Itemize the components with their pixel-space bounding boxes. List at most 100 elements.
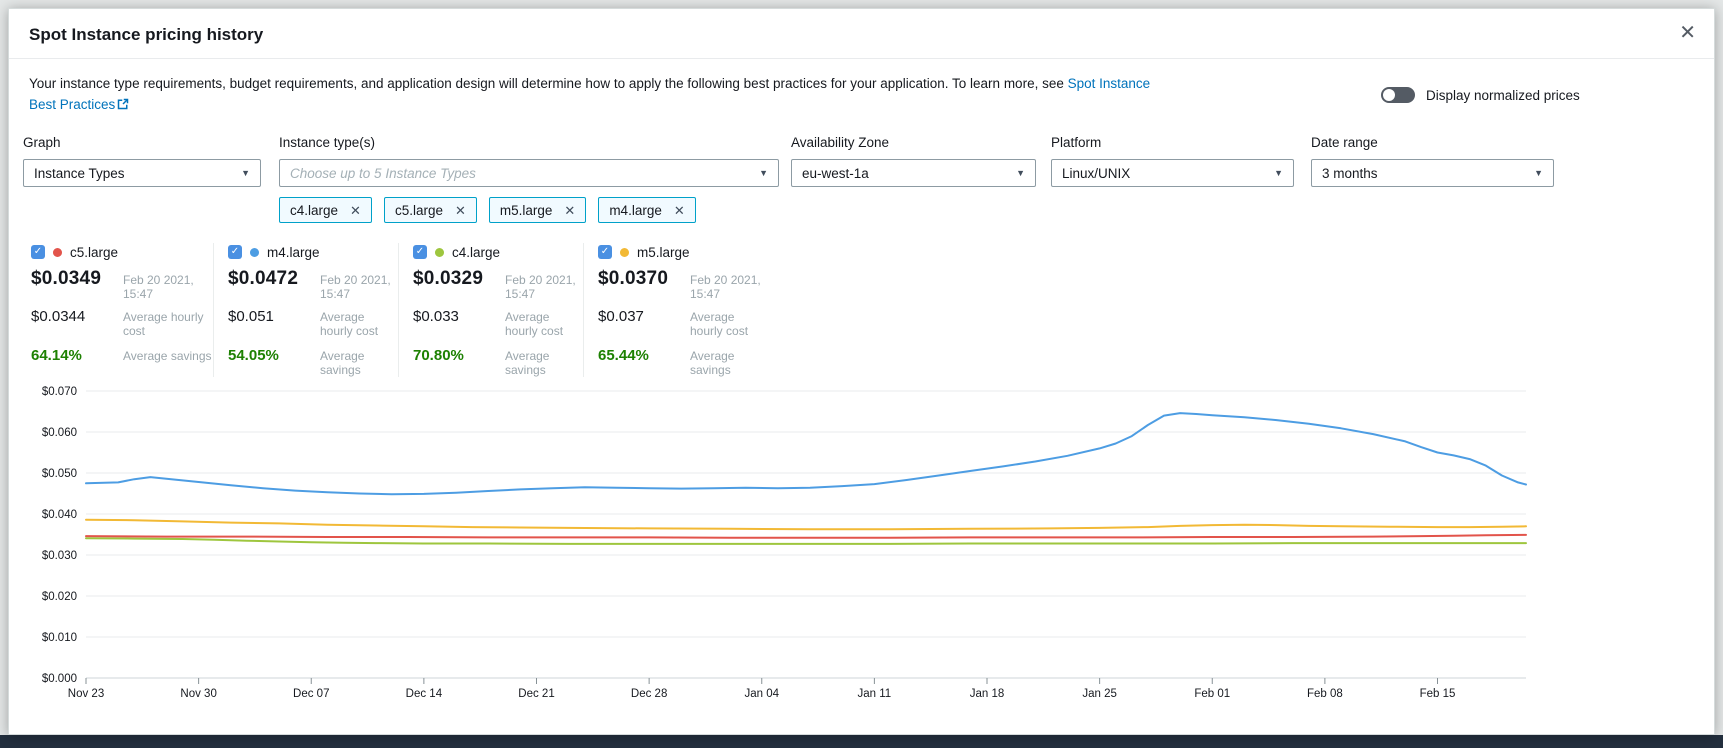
check-icon: ✓ xyxy=(601,246,609,257)
graph-select[interactable]: Instance Types ▼ xyxy=(23,159,261,187)
instance-types-placeholder: Choose up to 5 Instance Types xyxy=(290,166,476,181)
svg-text:Dec 21: Dec 21 xyxy=(518,688,554,700)
chevron-down-icon: ▼ xyxy=(241,168,250,178)
series-color-dot xyxy=(435,248,444,257)
normalize-prices-toggle[interactable] xyxy=(1381,87,1415,103)
svg-text:Dec 07: Dec 07 xyxy=(293,688,329,700)
instance-type-tag: m4.large ✕ xyxy=(598,197,695,223)
current-price: $0.0329 xyxy=(413,268,505,290)
instance-types-select[interactable]: Choose up to 5 Instance Types ▼ xyxy=(279,159,779,187)
average-price-label: Average hourly cost xyxy=(505,310,583,338)
current-price: $0.0472 xyxy=(228,268,320,290)
remove-tag-icon[interactable]: ✕ xyxy=(674,204,685,217)
close-button[interactable]: ✕ xyxy=(1679,23,1696,43)
remove-tag-icon[interactable]: ✕ xyxy=(350,204,361,217)
svg-text:Feb 15: Feb 15 xyxy=(1420,688,1456,700)
date-range-select[interactable]: 3 months ▼ xyxy=(1311,159,1554,187)
normalize-toggle-label: Display normalized prices xyxy=(1426,88,1580,103)
series-name: c4.large xyxy=(452,245,500,260)
average-price: $0.033 xyxy=(413,308,505,325)
price-timestamp: Feb 20 2021, 15:47 xyxy=(320,273,398,301)
intro-text: Your instance type requirements, budget … xyxy=(29,73,1169,116)
filter-group-date-range: Date range 3 months ▼ xyxy=(1311,135,1554,187)
filter-group-instance-types: Instance type(s) Choose up to 5 Instance… xyxy=(279,135,779,187)
svg-text:$0.060: $0.060 xyxy=(42,427,77,439)
svg-text:$0.030: $0.030 xyxy=(42,550,77,562)
svg-text:Dec 28: Dec 28 xyxy=(631,688,667,700)
svg-text:Nov 30: Nov 30 xyxy=(180,688,216,700)
filter-group-graph: Graph Instance Types ▼ xyxy=(23,135,261,187)
remove-tag-icon[interactable]: ✕ xyxy=(564,204,575,217)
filter-group-platform: Platform Linux/UNIX ▼ xyxy=(1051,135,1294,187)
close-icon: ✕ xyxy=(1679,22,1696,44)
platform-value: Linux/UNIX xyxy=(1062,166,1130,181)
svg-text:$0.070: $0.070 xyxy=(42,386,77,398)
svg-text:Jan 04: Jan 04 xyxy=(744,688,779,700)
svg-text:Jan 18: Jan 18 xyxy=(970,688,1005,700)
availability-zone-value: eu-west-1a xyxy=(802,166,869,181)
svg-text:Feb 08: Feb 08 xyxy=(1307,688,1343,700)
tag-label: c5.large xyxy=(395,203,443,218)
average-price-label: Average hourly cost xyxy=(123,310,213,338)
graph-select-value: Instance Types xyxy=(34,166,125,181)
series-name: c5.large xyxy=(70,245,118,260)
date-range-label: Date range xyxy=(1311,135,1554,150)
check-icon: ✓ xyxy=(416,246,424,257)
platform-select[interactable]: Linux/UNIX ▼ xyxy=(1051,159,1294,187)
selected-instance-tags: c4.large ✕ c5.large ✕ m5.large ✕ m4.larg… xyxy=(279,197,696,223)
current-price: $0.0349 xyxy=(31,268,123,290)
remove-tag-icon[interactable]: ✕ xyxy=(455,204,466,217)
average-price: $0.051 xyxy=(228,308,320,325)
toggle-knob xyxy=(1383,89,1395,101)
series-checkbox[interactable]: ✓ xyxy=(598,245,612,259)
price-chart: $0.000 $0.010 $0.020 $0.030 $0.040 $0.050 $0.0… xyxy=(9,349,1716,717)
svg-text:$0.020: $0.020 xyxy=(42,591,77,603)
check-icon: ✓ xyxy=(231,246,239,257)
spot-pricing-modal: Spot Instance pricing history ✕ Your ins… xyxy=(8,8,1715,735)
date-range-value: 3 months xyxy=(1322,166,1378,181)
series-name: m5.large xyxy=(637,245,690,260)
instance-type-tag: c4.large ✕ xyxy=(279,197,372,223)
filter-group-availability-zone: Availability Zone eu-west-1a ▼ xyxy=(791,135,1036,187)
chart-area: $0.000 $0.010 $0.020 $0.030 $0.040 $0.050 $0.0… xyxy=(9,349,1716,717)
availability-zone-select[interactable]: eu-west-1a ▼ xyxy=(791,159,1036,187)
tag-label: m5.large xyxy=(500,203,553,218)
intro-text-body: Your instance type requirements, budget … xyxy=(29,76,1068,91)
svg-text:Dec 14: Dec 14 xyxy=(406,688,443,700)
normalize-toggle-group: Display normalized prices xyxy=(1381,87,1580,103)
platform-label: Platform xyxy=(1051,135,1294,150)
average-price-label: Average hourly cost xyxy=(690,310,768,338)
chevron-down-icon: ▼ xyxy=(1534,168,1543,178)
chevron-down-icon: ▼ xyxy=(1274,168,1283,178)
availability-zone-label: Availability Zone xyxy=(791,135,1036,150)
svg-text:Nov 23: Nov 23 xyxy=(68,688,104,700)
header-divider xyxy=(9,58,1714,59)
check-icon: ✓ xyxy=(34,246,42,257)
chevron-down-icon: ▼ xyxy=(759,168,768,178)
svg-text:Jan 11: Jan 11 xyxy=(858,688,892,700)
price-timestamp: Feb 20 2021, 15:47 xyxy=(505,273,583,301)
price-timestamp: Feb 20 2021, 15:47 xyxy=(123,273,213,301)
average-price-label: Average hourly cost xyxy=(320,310,398,338)
series-checkbox[interactable]: ✓ xyxy=(228,245,242,259)
series-checkbox[interactable]: ✓ xyxy=(413,245,427,259)
page-background-bottom xyxy=(0,735,1723,748)
svg-text:$0.010: $0.010 xyxy=(42,632,77,644)
price-timestamp: Feb 20 2021, 15:47 xyxy=(690,273,768,301)
series-color-dot xyxy=(53,248,62,257)
average-price: $0.037 xyxy=(598,308,690,325)
series-name: m4.large xyxy=(267,245,320,260)
chevron-down-icon: ▼ xyxy=(1016,168,1025,178)
svg-text:Feb 01: Feb 01 xyxy=(1194,688,1230,700)
svg-text:$0.040: $0.040 xyxy=(42,509,77,521)
instance-types-label: Instance type(s) xyxy=(279,135,779,150)
svg-text:$0.050: $0.050 xyxy=(42,468,77,480)
svg-text:$0.000: $0.000 xyxy=(42,673,77,685)
instance-type-tag: c5.large ✕ xyxy=(384,197,477,223)
instance-type-tag: m5.large ✕ xyxy=(489,197,586,223)
graph-label: Graph xyxy=(23,135,261,150)
tag-label: c4.large xyxy=(290,203,338,218)
series-checkbox[interactable]: ✓ xyxy=(31,245,45,259)
series-color-dot xyxy=(620,248,629,257)
series-color-dot xyxy=(250,248,259,257)
